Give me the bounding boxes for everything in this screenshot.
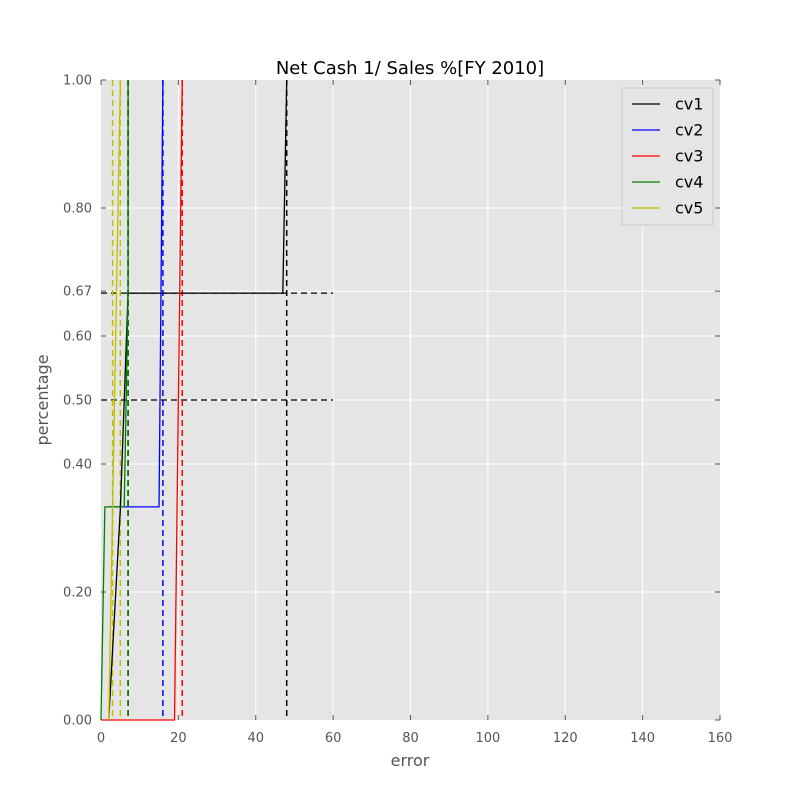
x-tick-label: 20 (170, 731, 187, 746)
y-tick-label: 0.20 (63, 586, 92, 601)
x-tick-label: 140 (630, 731, 655, 746)
reference-lines (101, 292, 334, 401)
percentile-lines (111, 80, 288, 720)
legend-label-cv2: cv2 (675, 121, 703, 140)
series-line-cv3 (101, 79, 183, 721)
series-line-cv4 (100, 80, 129, 721)
chart-title: Net Cash 1/ Sales %[FY 2010] (276, 58, 544, 79)
series-line-cv2 (108, 79, 164, 508)
y-tick-label: 0.40 (63, 458, 92, 473)
y-tick-label: 0.50 (63, 394, 92, 409)
x-tick-label: 100 (475, 731, 500, 746)
x-tick-label: 160 (708, 731, 733, 746)
legend-label-cv5: cv5 (675, 199, 703, 218)
y-tick-label: 0.00 (63, 714, 92, 729)
y-tick-label: 0.67 (63, 285, 92, 300)
y-tick-labels: 0.00 0.20 0.40 0.50 0.60 0.67 0.80 1.00 (63, 74, 92, 729)
y-tick-label: 0.60 (63, 330, 92, 345)
x-tick-label: 60 (325, 731, 342, 746)
series-line-cv5 (108, 79, 121, 721)
y-axis-label: percentage (33, 354, 52, 445)
legend-label-cv1: cv1 (675, 95, 703, 114)
y-tick-label: 0.80 (63, 202, 92, 217)
legend-label-cv3: cv3 (675, 147, 703, 166)
legend: cv1 cv2 cv3 cv4 cv5 (621, 87, 714, 226)
y-tick-label: 1.00 (63, 74, 92, 89)
x-tick-labels: 0 20 40 60 80 100 120 140 160 (97, 731, 733, 746)
legend-label-cv4: cv4 (675, 173, 703, 192)
x-tick-label: 40 (247, 731, 264, 746)
tick-marks (100, 79, 721, 721)
x-tick-label: 120 (553, 731, 578, 746)
series-lines (100, 79, 288, 721)
x-tick-label: 0 (97, 731, 105, 746)
x-axis-label: error (391, 751, 430, 770)
x-tick-label: 80 (402, 731, 419, 746)
